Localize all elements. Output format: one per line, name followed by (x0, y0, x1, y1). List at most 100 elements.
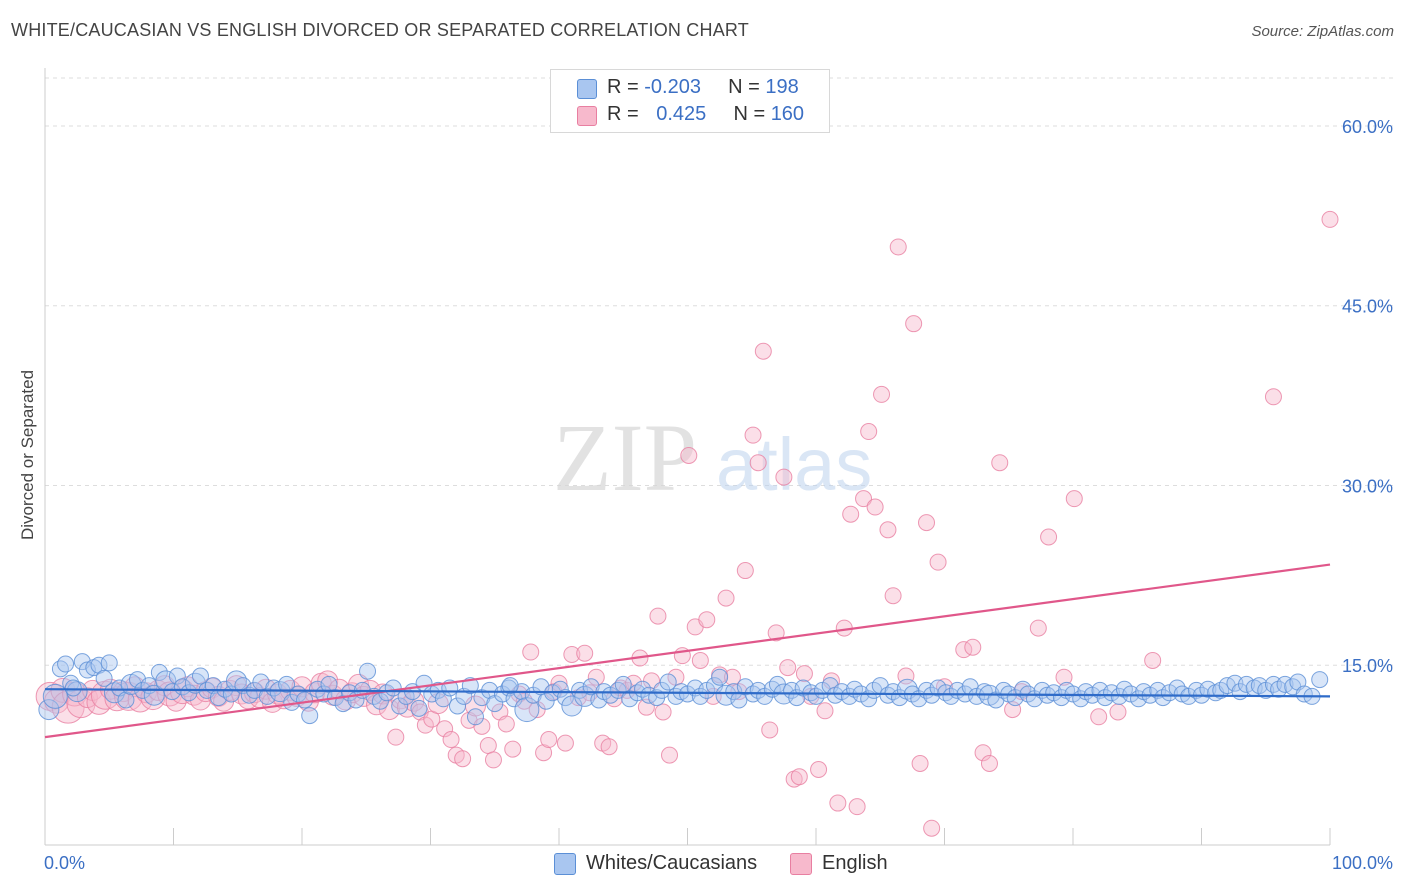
bottom-legend-swatch-whites (554, 853, 576, 875)
english-point (905, 315, 923, 333)
english-point (1090, 708, 1108, 726)
whites-point (258, 687, 276, 705)
whites-point (66, 681, 88, 703)
english-point (767, 624, 785, 642)
english-point (680, 447, 698, 465)
legend-row-whites: R = -0.203 N = 198 (551, 75, 829, 101)
english-point (454, 750, 472, 768)
y-axis-label: Divorced or Separated (18, 369, 37, 541)
english-point (929, 553, 947, 571)
english-point (691, 651, 709, 669)
whites-point (38, 699, 60, 721)
english-point (889, 238, 907, 256)
whites-point (672, 683, 690, 701)
whites-point (556, 689, 574, 707)
english-point (1055, 668, 1073, 686)
english-trend-line (44, 563, 1331, 739)
english-point (1109, 703, 1127, 721)
english-point (860, 423, 878, 441)
legend-n-label: N = (728, 76, 766, 98)
english-point (717, 589, 735, 607)
english-point (754, 342, 772, 360)
bottom-legend-label-english: English (822, 852, 888, 874)
y-tick-label: 15.0% (1342, 656, 1393, 676)
english-point (923, 819, 941, 837)
whites-point (191, 667, 209, 685)
whites-point (942, 687, 960, 705)
english-point (661, 746, 679, 764)
whites-point (103, 682, 125, 704)
english-point (1040, 528, 1058, 546)
english-point (964, 638, 982, 656)
legend-n-value-whites: 198 (765, 76, 799, 98)
english-point (866, 498, 884, 516)
correlation-legend: R = -0.203 N = 198 R = 0.425 N = 160 (550, 69, 830, 133)
english-point (479, 737, 497, 755)
whites-point (168, 667, 186, 685)
english-point (387, 728, 405, 746)
y-tick-label: 30.0% (1342, 476, 1393, 496)
english-point (1065, 490, 1083, 508)
english-point (698, 611, 716, 629)
english-point (991, 454, 1009, 472)
english-point (775, 468, 793, 486)
english-point (522, 643, 540, 661)
whites-point (711, 668, 729, 686)
english-point (484, 751, 502, 769)
whites-point (391, 697, 409, 715)
english-point (848, 798, 866, 816)
english-point (600, 738, 618, 756)
whites-point (1173, 685, 1191, 703)
english-point (744, 426, 762, 444)
english-point (540, 731, 558, 749)
english-point (873, 385, 891, 403)
whites-point (749, 681, 767, 699)
legend-r-label: R = (607, 76, 645, 98)
english-point (535, 744, 553, 762)
english-points (35, 210, 1339, 837)
bottom-legend-swatch-english (790, 853, 812, 875)
whites-point (150, 663, 168, 681)
watermark-zip: ZIP (553, 404, 697, 511)
whites-point (163, 683, 181, 701)
watermark-atlas: atlas (716, 423, 872, 506)
whites-point (51, 660, 69, 678)
y-tick-label: 45.0% (1342, 297, 1393, 317)
whites-point (117, 691, 135, 709)
english-point (723, 668, 741, 686)
english-point (736, 562, 754, 580)
english-point (556, 734, 574, 752)
axes (44, 68, 1331, 846)
whites-point (64, 679, 82, 697)
legend-row-english: R = 0.425 N = 160 (551, 102, 829, 128)
english-point (974, 744, 992, 762)
english-point (842, 505, 860, 523)
english-point (436, 720, 454, 738)
whites-point (975, 683, 993, 701)
english-point (576, 644, 594, 662)
whites-point (481, 681, 499, 699)
legend-swatch-whites (577, 79, 597, 99)
whites-point (1311, 671, 1329, 689)
english-point (1029, 619, 1047, 637)
whites-point (95, 669, 113, 687)
english-point (587, 668, 605, 686)
english-point (816, 702, 834, 720)
whites-point (653, 681, 671, 699)
english-point (1321, 210, 1339, 228)
whites-point (614, 675, 632, 693)
english-point (911, 755, 929, 773)
bottom-legend-label-whites: Whites/Caucasians (586, 852, 758, 874)
english-point (427, 693, 449, 715)
english-point (563, 645, 581, 663)
english-point (473, 717, 491, 735)
english-point (790, 768, 808, 786)
watermark: ZIP atlas (553, 404, 872, 511)
whites-point (57, 655, 75, 673)
english-point (442, 731, 460, 749)
english-point (497, 715, 515, 733)
english-point (884, 587, 902, 605)
english-point (416, 716, 434, 734)
whites-trend-line (44, 688, 1331, 698)
